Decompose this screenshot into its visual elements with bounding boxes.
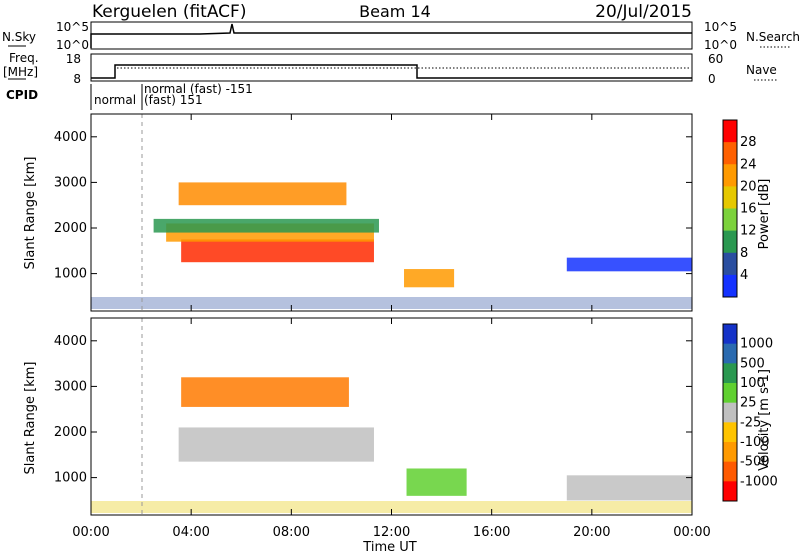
nave-tick-top: 60 <box>708 52 723 66</box>
power-ground-band <box>91 297 692 309</box>
velocity-colorbar-tick-4: -25 <box>740 415 761 430</box>
velocity-colorbar-label: Velocity [m s-1] <box>757 369 772 471</box>
velocity-ground-band <box>91 501 692 513</box>
power-colorbar-segment-7 <box>723 274 737 298</box>
velocity-colorbar-tick-2: 100 <box>740 376 765 391</box>
power-colorbar-tick-1: 24 <box>740 157 757 172</box>
xtick-3: 12:00 <box>373 525 410 540</box>
nsky-tick-bottom: 10^0 <box>56 38 89 52</box>
xtick-6: 00:00 <box>673 525 710 540</box>
xtick-2: 08:00 <box>273 525 310 540</box>
freq-label-2: [MHz] <box>3 65 38 79</box>
cpid-normal: normal <box>94 93 136 107</box>
time-axis: 00:00 04:00 08:00 12:00 16:00 20:00 00:00 <box>72 525 710 540</box>
power-colorbar-segment-2 <box>723 164 737 187</box>
velocity-ylabel: Slant Range [km] <box>23 362 38 475</box>
power-feature-3 <box>153 218 379 233</box>
freq-label-1: Freq. <box>9 51 39 65</box>
freq-tick-top: 18 <box>66 52 81 66</box>
velocity-feature-1 <box>181 377 349 407</box>
velocity-colorbar-tick-1: 500 <box>740 356 765 371</box>
xtick-0: 00:00 <box>72 525 109 540</box>
freq-strip-frame <box>90 53 693 82</box>
power-colorbar-tick-0: 28 <box>740 135 757 150</box>
velocity-colorbar-segment-0 <box>723 324 737 345</box>
nsearch-tick-bottom: 10^0 <box>704 38 737 52</box>
cpid-fast: (fast) 151 <box>144 93 203 107</box>
power-colorbar-label: Power [dB] <box>757 179 772 250</box>
velocity-ytick-3: 4000 <box>54 334 87 349</box>
power-colorbar-segment-5 <box>723 230 737 254</box>
power-feature-0 <box>181 239 374 263</box>
power-ytick-1: 2000 <box>54 221 87 236</box>
power-colorbar-frame <box>722 119 738 298</box>
velocity-colorbar-tick-3: 25 <box>740 396 757 411</box>
power-ylabel: Slant Range [km] <box>23 157 38 270</box>
velocity-feature-3 <box>566 475 692 501</box>
power-frame <box>90 113 693 312</box>
velocity-colorbar-frame <box>722 323 738 502</box>
velocity-colorbar-segment-2 <box>723 363 737 384</box>
nsearch-label: N.Search <box>746 30 800 44</box>
power-feature-5 <box>566 257 692 272</box>
velocity-feature-0 <box>178 427 374 462</box>
velocity-colorbar-segment-4 <box>723 402 737 423</box>
velocity-colorbar-tick-7: -1000 <box>740 474 778 489</box>
velocity-colorbar-tick-0: 1000 <box>740 337 773 352</box>
velocity-feature-2 <box>406 468 467 496</box>
xtick-5: 20:00 <box>573 525 610 540</box>
power-colorbar-tick-5: 8 <box>740 246 748 261</box>
velocity-colorbar-segment-7 <box>723 461 737 482</box>
velocity-ytick-2: 3000 <box>54 379 87 394</box>
nave-label: Nave <box>746 63 777 77</box>
beam-title: Beam 14 <box>359 2 431 21</box>
velocity-colorbar-segment-8 <box>723 481 737 502</box>
velocity-colorbar-segment-6 <box>723 442 737 463</box>
power-colorbar-segment-4 <box>723 208 737 232</box>
power-colorbar-segment-0 <box>723 120 737 143</box>
nsky-trace <box>90 23 692 48</box>
xtick-1: 04:00 <box>172 525 209 540</box>
power-colorbar-tick-2: 20 <box>740 179 757 194</box>
power-colorbar-tick-6: 4 <box>740 268 748 283</box>
velocity-colorbar-segment-1 <box>723 343 737 364</box>
xaxis-label: Time UT <box>362 540 416 554</box>
nsky-strip-frame <box>90 21 693 50</box>
velocity-ytick-0: 1000 <box>54 471 87 486</box>
nsearch-tick-top: 10^5 <box>704 20 737 34</box>
power-ytick-0: 1000 <box>54 267 87 282</box>
power-ytick-2: 3000 <box>54 175 87 190</box>
power-feature-4 <box>404 269 455 288</box>
power-colorbar-segment-6 <box>723 252 737 276</box>
xtick-4: 16:00 <box>473 525 510 540</box>
power-panel: 1000 2000 3000 4000 <box>54 113 693 312</box>
power-colorbar-segment-3 <box>723 186 737 209</box>
power-colorbar: 28 24 20 16 12 8 4 <box>722 119 757 298</box>
velocity-ytick-1: 2000 <box>54 425 87 440</box>
velocity-colorbar-tick-5: -100 <box>740 435 770 450</box>
power-ytick-3: 4000 <box>54 130 87 145</box>
nsky-label: N.Sky <box>2 30 36 44</box>
velocity-colorbar: 1000 500 100 25 -25 -100 -500 -1000 <box>722 323 778 502</box>
velocity-colorbar-segment-5 <box>723 422 737 443</box>
velocity-colorbar-tick-6: -500 <box>740 455 770 470</box>
station-title: Kerguelen (fitACF) <box>92 2 246 22</box>
power-feature-2 <box>178 182 347 206</box>
velocity-colorbar-segment-3 <box>723 383 737 404</box>
date-title: 20/Jul/2015 <box>595 2 692 22</box>
power-colorbar-segment-1 <box>723 142 737 165</box>
nsky-tick-top: 10^5 <box>56 20 89 34</box>
power-colorbar-tick-4: 12 <box>740 224 757 239</box>
cpid-normal-fast: normal (fast) -151 <box>144 82 253 96</box>
freq-tick-bottom: 8 <box>73 72 81 86</box>
cpid-label: CPID <box>6 88 38 102</box>
freq-trace <box>91 64 692 79</box>
velocity-panel: 1000 2000 3000 4000 <box>54 317 693 516</box>
power-colorbar-tick-3: 16 <box>740 202 757 217</box>
nave-tick-bottom: 0 <box>708 72 716 86</box>
